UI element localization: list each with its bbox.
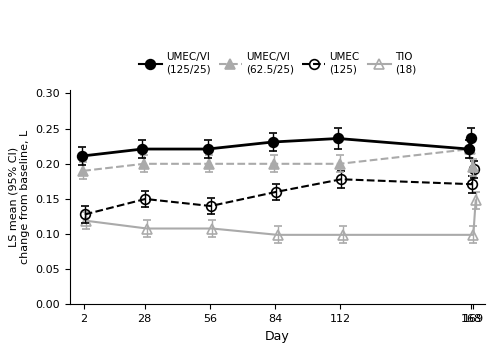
Y-axis label: LS mean (95% CI)
change from baseline, L: LS mean (95% CI) change from baseline, L — [8, 130, 30, 264]
Legend: UMEC/VI
(125/25), UMEC/VI
(62.5/25), UMEC
(125), TIO
(18): UMEC/VI (125/25), UMEC/VI (62.5/25), UME… — [139, 53, 416, 74]
X-axis label: Day: Day — [265, 330, 290, 343]
